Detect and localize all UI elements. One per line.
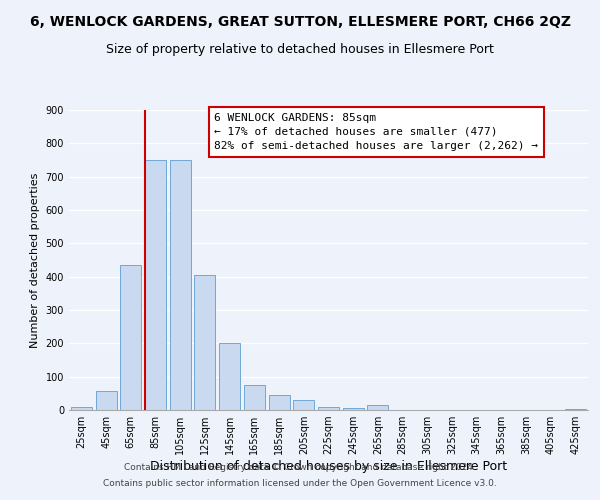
Bar xyxy=(120,265,141,410)
Bar xyxy=(565,409,586,410)
Text: 6, WENLOCK GARDENS, GREAT SUTTON, ELLESMERE PORT, CH66 2QZ: 6, WENLOCK GARDENS, GREAT SUTTON, ELLESM… xyxy=(29,15,571,29)
Bar xyxy=(343,408,364,410)
Bar xyxy=(170,160,191,410)
Bar xyxy=(367,405,388,410)
Bar xyxy=(244,385,265,410)
Bar xyxy=(219,344,240,410)
Bar xyxy=(269,395,290,410)
Bar xyxy=(71,406,92,410)
Text: Contains HM Land Registry data © Crown copyright and database right 2024.: Contains HM Land Registry data © Crown c… xyxy=(124,464,476,472)
Bar xyxy=(318,406,339,410)
Text: 6 WENLOCK GARDENS: 85sqm
← 17% of detached houses are smaller (477)
82% of semi-: 6 WENLOCK GARDENS: 85sqm ← 17% of detach… xyxy=(214,113,538,151)
Bar xyxy=(95,391,116,410)
Y-axis label: Number of detached properties: Number of detached properties xyxy=(30,172,40,348)
Bar xyxy=(145,160,166,410)
Text: Size of property relative to detached houses in Ellesmere Port: Size of property relative to detached ho… xyxy=(106,42,494,56)
Bar xyxy=(293,400,314,410)
X-axis label: Distribution of detached houses by size in Ellesmere Port: Distribution of detached houses by size … xyxy=(150,460,507,473)
Text: Contains public sector information licensed under the Open Government Licence v3: Contains public sector information licen… xyxy=(103,478,497,488)
Bar xyxy=(194,275,215,410)
